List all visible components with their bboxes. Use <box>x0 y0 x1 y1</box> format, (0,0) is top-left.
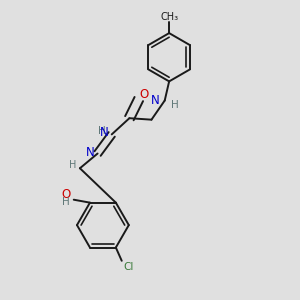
Text: O: O <box>140 88 149 101</box>
Text: H: H <box>98 126 105 136</box>
Text: N: N <box>151 94 159 107</box>
Text: N: N <box>86 146 94 159</box>
Text: Cl: Cl <box>123 262 134 272</box>
Text: H: H <box>62 197 70 207</box>
Text: O: O <box>61 188 70 201</box>
Text: CH₃: CH₃ <box>160 12 178 22</box>
Text: H: H <box>171 100 179 110</box>
Text: H: H <box>69 160 76 170</box>
Text: N: N <box>100 126 109 140</box>
